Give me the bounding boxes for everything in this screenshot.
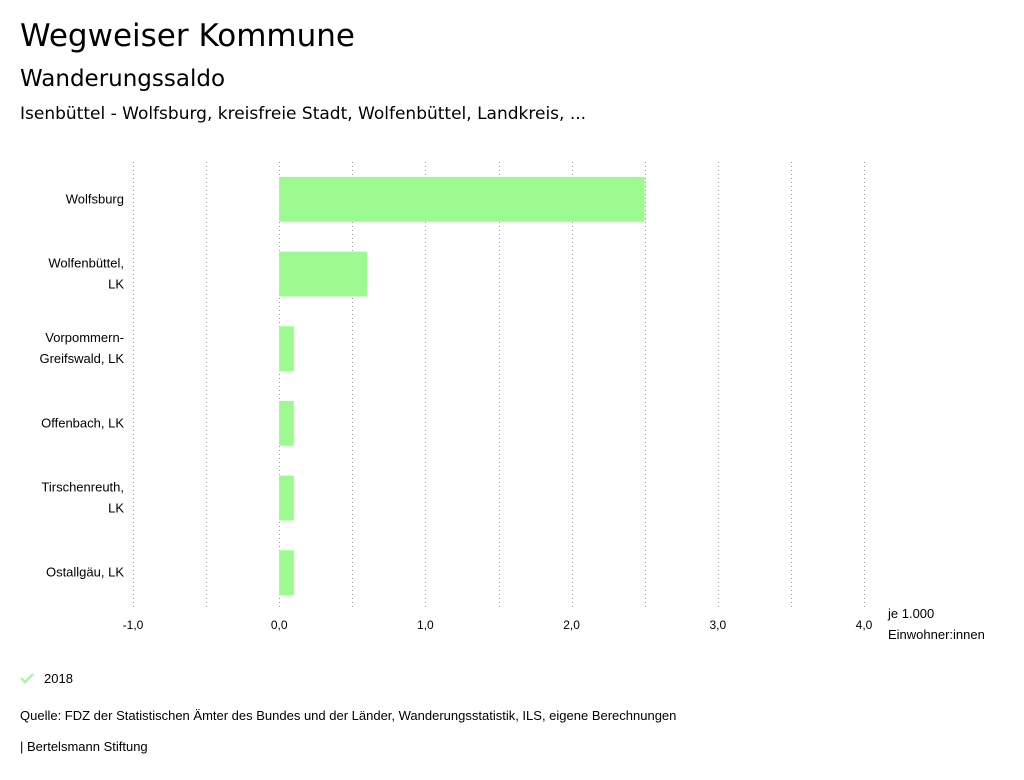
- page-title: Wegweiser Kommune: [20, 18, 355, 54]
- category-label: Vorpommern-: [45, 330, 124, 345]
- bar: [279, 400, 294, 446]
- source-note: Quelle: FDZ der Statistischen Ämter des …: [20, 708, 677, 723]
- x-axis-label: Einwohner:innen: [888, 627, 985, 642]
- x-tick-label: 0,0: [271, 618, 288, 632]
- legend[interactable]: 2018: [20, 668, 73, 688]
- bar: [279, 176, 645, 222]
- category-label: Wolfsburg: [66, 191, 124, 206]
- chart-subtitle: Wanderungssaldo: [20, 66, 226, 92]
- x-axis-label: je 1.000: [887, 606, 934, 621]
- category-label: LK: [108, 277, 124, 292]
- x-tick-label: 2,0: [563, 618, 580, 632]
- x-tick-label: -1,0: [123, 618, 144, 632]
- x-tick-label: 3,0: [709, 618, 726, 632]
- credit-note: | Bertelsmann Stiftung: [20, 739, 148, 754]
- region-label: Isenbüttel - Wolfsburg, kreisfreie Stadt…: [20, 104, 587, 124]
- bar: [279, 251, 367, 297]
- category-label: Tirschenreuth,: [41, 480, 124, 495]
- bar-chart: Wolfsburg Wolfenbüttel, LK Vorpommern- Greif…: [39, 162, 985, 642]
- category-label: Offenbach, LK: [41, 415, 124, 430]
- category-label: Ostallgäu, LK: [46, 565, 124, 580]
- bar: [279, 550, 294, 596]
- category-label: Wolfenbüttel,: [48, 256, 124, 271]
- bar: [279, 475, 294, 521]
- check-icon: [20, 673, 34, 684]
- category-label: LK: [108, 501, 124, 516]
- bar: [279, 326, 294, 372]
- x-tick-label: 4,0: [856, 618, 873, 632]
- category-label: Greifswald, LK: [39, 351, 124, 366]
- x-tick-label: 1,0: [417, 618, 434, 632]
- legend-label: 2018: [44, 670, 73, 686]
